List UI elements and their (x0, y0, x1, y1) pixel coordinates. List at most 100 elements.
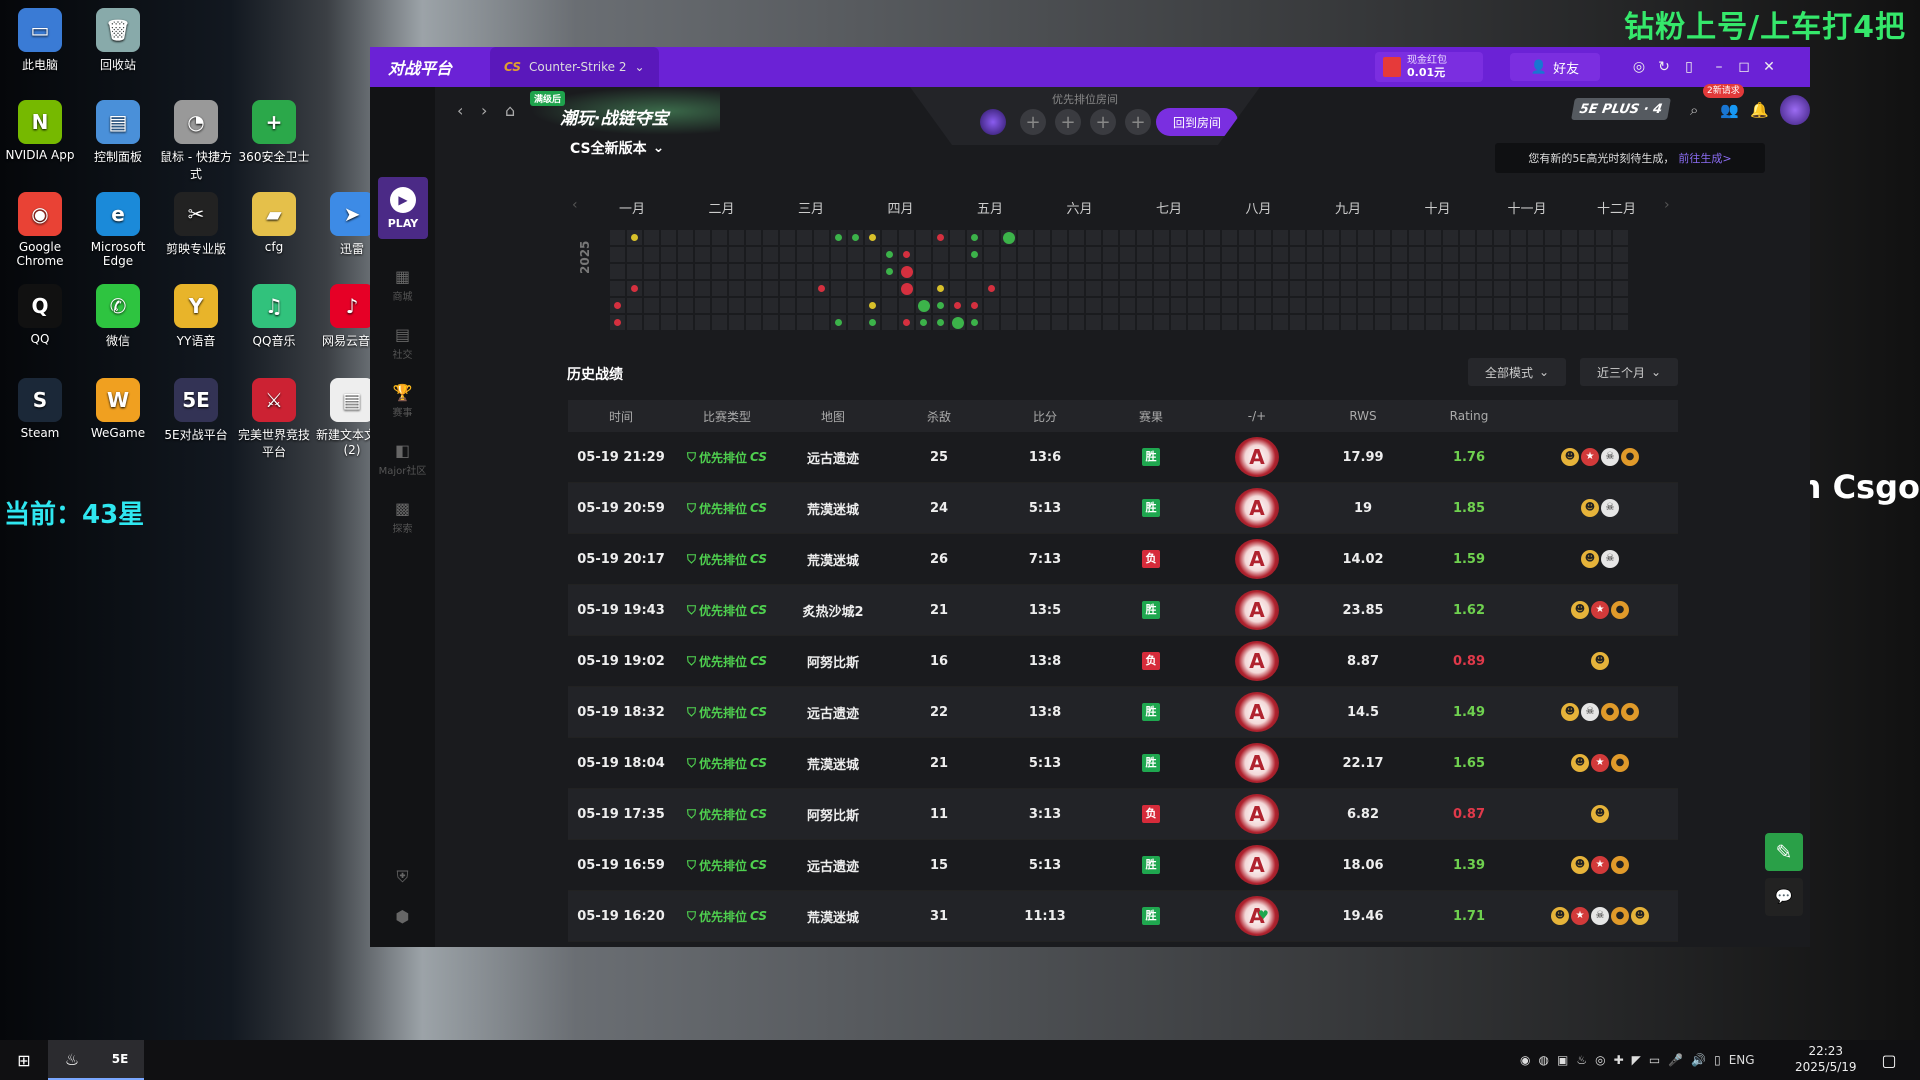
calendar-day-cell[interactable] (1069, 264, 1084, 279)
cube-icon[interactable]: ⬢ (395, 907, 410, 926)
desktop-icon[interactable]: N NVIDIA App (0, 100, 80, 162)
medal-gold-icon[interactable]: ☻ (1561, 448, 1579, 466)
calendar-day-cell[interactable] (1052, 298, 1067, 313)
calendar-day-cell[interactable] (1426, 298, 1441, 313)
minimize-button[interactable]: – (1715, 59, 1723, 75)
desktop-icon[interactable]: 5E 5E对战平台 (156, 378, 236, 443)
time-filter-dropdown[interactable]: 近三个月 ⌄ (1580, 358, 1678, 386)
activity-dot[interactable] (900, 282, 913, 295)
calendar-day-cell[interactable] (1392, 264, 1407, 279)
avatar[interactable] (1780, 95, 1810, 125)
calendar-day-cell[interactable] (1222, 230, 1237, 245)
calendar-day-cell[interactable] (1409, 247, 1424, 262)
calendar-day-cell[interactable] (950, 247, 965, 262)
calendar-day-cell[interactable] (1375, 230, 1390, 245)
calendar-day-cell[interactable] (1341, 298, 1356, 313)
calendar-day-cell[interactable] (1256, 281, 1271, 296)
calendar-day-cell[interactable] (1409, 298, 1424, 313)
medal-gold-icon[interactable]: ☻ (1591, 805, 1609, 823)
clock[interactable]: 22:23 2025/5/19 (1795, 1043, 1857, 1075)
calendar-day-cell[interactable] (1341, 264, 1356, 279)
calendar-day-cell[interactable] (1409, 315, 1424, 330)
calendar-day-cell[interactable] (1120, 298, 1135, 313)
calendar-day-cell[interactable] (1511, 281, 1526, 296)
activity-dot[interactable] (903, 251, 910, 258)
calendar-day-cell[interactable] (1052, 281, 1067, 296)
calendar-day-cell[interactable] (1579, 264, 1594, 279)
calendar-day-cell[interactable] (1290, 247, 1305, 262)
calendar-day-cell[interactable] (1426, 315, 1441, 330)
desktop-icon[interactable]: Q QQ (0, 284, 80, 346)
desktop-icon[interactable]: ♪ 网易云音乐 (312, 284, 392, 349)
calendar-day-cell[interactable] (1001, 264, 1016, 279)
calendar-day-cell[interactable] (661, 264, 676, 279)
calendar-day-cell[interactable] (1205, 230, 1220, 245)
calendar-day-cell[interactable] (1460, 230, 1475, 245)
calendar-day-cell[interactable] (814, 315, 829, 330)
calendar-day-cell[interactable] (1477, 264, 1492, 279)
calendar-day-cell[interactable] (1426, 264, 1441, 279)
calendar-day-cell[interactable] (1562, 264, 1577, 279)
add-player-slot[interactable]: + (1020, 109, 1046, 135)
calendar-day-cell[interactable] (1528, 230, 1543, 245)
table-row[interactable]: 05-19 20:17 ⛉ 优先排位 CS 荒漠迷城 26 7:13 负 A 14.02 1.59 ☻… (568, 534, 1678, 585)
calendar-day-cell[interactable] (644, 298, 659, 313)
calendar-day-cell[interactable] (1562, 230, 1577, 245)
calendar-day-cell[interactable] (678, 230, 693, 245)
tray-icon[interactable]: ◍ (1538, 1053, 1549, 1067)
activity-dot[interactable] (886, 268, 893, 275)
calendar-day-cell[interactable] (1171, 264, 1186, 279)
settings-icon[interactable]: ◎ (1632, 59, 1646, 75)
medal-ball-icon[interactable]: ● (1621, 703, 1639, 721)
table-row[interactable]: 05-19 20:59 ⛉ 优先排位 CS 荒漠迷城 24 5:13 胜 A 19 1.85 ☻ ☠ (568, 483, 1678, 534)
calendar-day-cell[interactable] (848, 264, 863, 279)
activity-dot[interactable] (937, 234, 944, 241)
event-banner[interactable]: 满级后 潮玩·战链夺宝 (530, 87, 720, 135)
medal-skull-icon[interactable]: ☠ (1581, 703, 1599, 721)
calendar-day-cell[interactable] (1375, 281, 1390, 296)
volume-icon[interactable]: 🔊 (1691, 1053, 1707, 1067)
calendar-day-cell[interactable] (797, 230, 812, 245)
calendar-day-cell[interactable] (984, 230, 999, 245)
calendar-day-cell[interactable] (1358, 315, 1373, 330)
calendar-day-cell[interactable] (1103, 315, 1118, 330)
calendar-day-cell[interactable] (984, 298, 999, 313)
desktop-icon[interactable]: ▤ 控制面板 (78, 100, 158, 165)
calendar-day-cell[interactable] (644, 315, 659, 330)
calendar-day-cell[interactable] (1392, 230, 1407, 245)
calendar-day-cell[interactable] (1477, 230, 1492, 245)
desktop-icon[interactable]: Y YY语音 (156, 284, 236, 349)
calendar-day-cell[interactable] (1562, 247, 1577, 262)
calendar-day-cell[interactable] (882, 281, 897, 296)
calendar-day-cell[interactable] (814, 247, 829, 262)
table-row[interactable]: 05-19 19:43 ⛉ 优先排位 CS 炙热沙城2 21 13:5 胜 A 23.85 1.62… (568, 585, 1678, 636)
desktop-icon[interactable]: ♫ QQ音乐 (234, 284, 314, 349)
calendar-day-cell[interactable] (1375, 247, 1390, 262)
calendar-next-icon[interactable]: › (1664, 197, 1670, 213)
calendar-day-cell[interactable] (1562, 315, 1577, 330)
calendar-day-cell[interactable] (916, 247, 931, 262)
calendar-day-cell[interactable] (1392, 281, 1407, 296)
calendar-day-cell[interactable] (1154, 281, 1169, 296)
add-player-slot[interactable]: + (1125, 109, 1151, 135)
calendar-day-cell[interactable] (950, 281, 965, 296)
calendar-day-cell[interactable] (1477, 281, 1492, 296)
calendar-day-cell[interactable] (695, 315, 710, 330)
calendar-day-cell[interactable] (678, 315, 693, 330)
calendar-day-cell[interactable] (1256, 264, 1271, 279)
calendar-day-cell[interactable] (1205, 298, 1220, 313)
calendar-day-cell[interactable] (712, 230, 727, 245)
calendar-day-cell[interactable] (967, 281, 982, 296)
calendar-day-cell[interactable] (1222, 281, 1237, 296)
calendar-day-cell[interactable] (1613, 264, 1628, 279)
medal-red-icon[interactable]: ★ (1591, 754, 1609, 772)
calendar-day-cell[interactable] (1358, 264, 1373, 279)
calendar-day-cell[interactable] (1052, 264, 1067, 279)
calendar-day-cell[interactable] (797, 298, 812, 313)
calendar-day-cell[interactable] (1188, 230, 1203, 245)
calendar-day-cell[interactable] (678, 247, 693, 262)
calendar-day-cell[interactable] (1120, 315, 1135, 330)
calendar-day-cell[interactable] (627, 298, 642, 313)
activity-dot[interactable] (937, 302, 944, 309)
calendar-day-cell[interactable] (1324, 247, 1339, 262)
